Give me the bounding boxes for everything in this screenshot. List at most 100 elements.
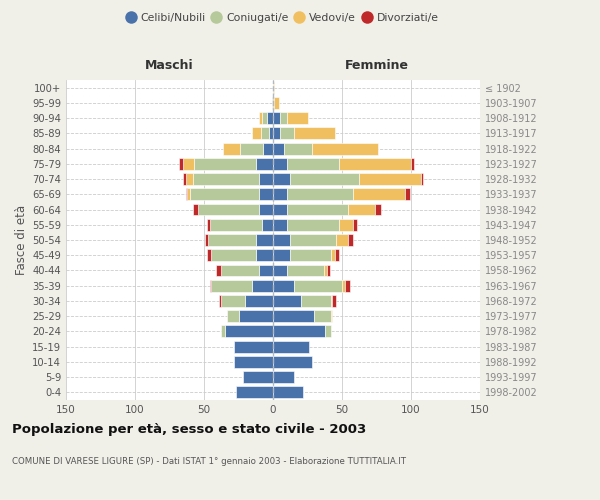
Bar — [411, 158, 414, 170]
Bar — [406, 188, 410, 200]
Bar — [347, 204, 375, 216]
Bar — [256, 158, 273, 170]
Bar — [263, 142, 273, 154]
Bar — [242, 371, 273, 383]
Bar — [253, 280, 273, 291]
Bar — [273, 356, 311, 368]
Bar — [287, 264, 324, 276]
Bar — [260, 128, 269, 140]
Bar — [208, 234, 256, 246]
Bar — [259, 264, 273, 276]
Bar — [332, 295, 337, 307]
Bar — [211, 280, 253, 291]
Bar — [347, 234, 353, 246]
Bar — [353, 219, 357, 230]
Bar — [211, 250, 256, 261]
Bar — [359, 173, 421, 185]
Bar — [190, 188, 259, 200]
Bar — [273, 280, 294, 291]
Bar — [179, 158, 184, 170]
Bar — [199, 204, 259, 216]
Bar — [205, 234, 208, 246]
Bar — [290, 234, 337, 246]
Bar — [273, 142, 284, 154]
Bar — [259, 204, 273, 216]
Bar — [331, 295, 332, 307]
Bar — [345, 280, 350, 291]
Bar — [259, 188, 273, 200]
Bar — [193, 204, 199, 216]
Bar — [186, 188, 187, 200]
Bar — [256, 234, 273, 246]
Bar — [186, 173, 193, 185]
Bar — [236, 386, 273, 398]
Bar — [273, 386, 304, 398]
Bar — [274, 97, 278, 109]
Text: Maschi: Maschi — [145, 58, 194, 71]
Bar — [339, 158, 411, 170]
Bar — [207, 250, 211, 261]
Bar — [217, 264, 221, 276]
Bar — [273, 264, 287, 276]
Bar — [245, 295, 273, 307]
Bar — [221, 295, 245, 307]
Bar — [273, 310, 314, 322]
Bar — [290, 173, 359, 185]
Bar — [223, 142, 240, 154]
Bar — [353, 188, 406, 200]
Bar — [193, 173, 259, 185]
Bar — [421, 173, 424, 185]
Bar — [331, 250, 335, 261]
Bar — [273, 128, 280, 140]
Bar — [269, 128, 273, 140]
Bar — [272, 97, 273, 109]
Bar — [339, 219, 353, 230]
Bar — [314, 310, 331, 322]
Bar — [273, 173, 290, 185]
Bar — [207, 219, 209, 230]
Bar — [273, 234, 290, 246]
Bar — [294, 280, 342, 291]
Bar — [262, 219, 273, 230]
Bar — [273, 158, 287, 170]
Bar — [184, 173, 186, 185]
Bar — [287, 219, 339, 230]
Bar — [327, 264, 329, 276]
Text: Femmine: Femmine — [344, 58, 409, 71]
Bar — [375, 204, 380, 216]
Bar — [252, 128, 260, 140]
Bar — [235, 340, 273, 352]
Bar — [209, 280, 211, 291]
Bar — [337, 234, 347, 246]
Bar — [194, 158, 256, 170]
Bar — [184, 158, 194, 170]
Bar — [227, 310, 239, 322]
Text: COMUNE DI VARESE LIGURE (SP) - Dati ISTAT 1° gennaio 2003 - Elaborazione TUTTITA: COMUNE DI VARESE LIGURE (SP) - Dati ISTA… — [12, 458, 406, 466]
Bar — [273, 326, 325, 338]
Bar — [273, 112, 280, 124]
Bar — [262, 112, 268, 124]
Bar — [273, 250, 290, 261]
Bar — [240, 142, 263, 154]
Y-axis label: Anni di nascita: Anni di nascita — [597, 198, 600, 281]
Bar — [273, 295, 301, 307]
Bar — [294, 128, 335, 140]
Bar — [256, 250, 273, 261]
Bar — [324, 264, 327, 276]
Bar — [287, 204, 347, 216]
Bar — [259, 173, 273, 185]
Bar — [335, 250, 339, 261]
Bar — [221, 264, 259, 276]
Legend: Celibi/Nubili, Coniugati/e, Vedovi/e, Divorziati/e: Celibi/Nubili, Coniugati/e, Vedovi/e, Di… — [121, 8, 443, 27]
Bar — [187, 188, 190, 200]
Bar — [273, 188, 287, 200]
Bar — [268, 112, 273, 124]
Bar — [287, 188, 353, 200]
Bar — [280, 112, 287, 124]
Bar — [259, 112, 262, 124]
Bar — [273, 371, 294, 383]
Bar — [280, 128, 294, 140]
Bar — [224, 326, 273, 338]
Bar — [273, 97, 274, 109]
Bar — [235, 356, 273, 368]
